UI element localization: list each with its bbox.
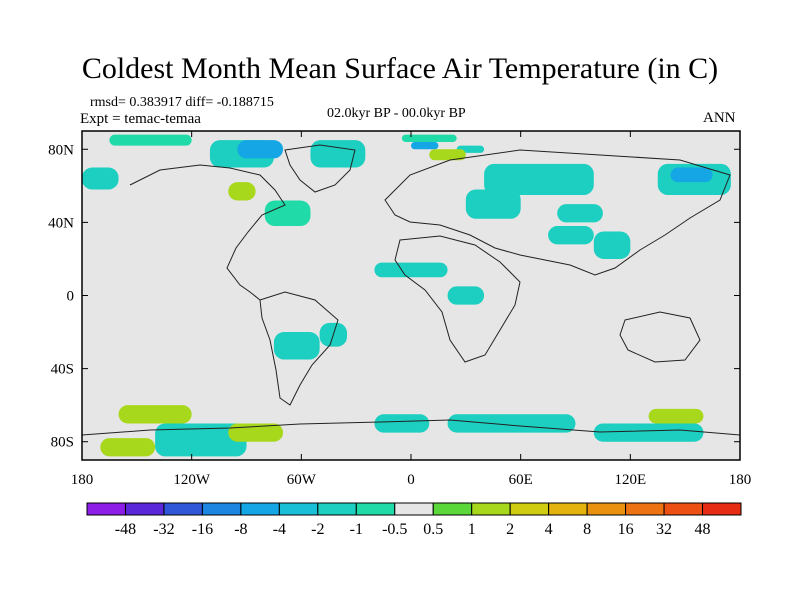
- colorbar-bin: [240, 502, 280, 516]
- colorbar-label: -2: [311, 521, 324, 538]
- anomaly-region-3: [237, 140, 284, 159]
- anomaly-region-15: [670, 167, 713, 183]
- anomaly-region-24: [155, 423, 247, 457]
- anomaly-region-6: [264, 200, 311, 227]
- anomaly-region-11: [484, 163, 594, 195]
- anomaly-region-20: [273, 332, 320, 360]
- anomaly-region-5: [228, 182, 256, 201]
- stats-line: rmsd= 0.383917 diff= -0.188715: [90, 95, 274, 110]
- anomaly-region-18: [374, 262, 448, 278]
- anomaly-region-13: [557, 204, 603, 223]
- coastline-australia: [619, 311, 701, 363]
- anomaly-region-21: [447, 286, 485, 305]
- colorbar-bin: [663, 502, 704, 516]
- colorbar-bin: [201, 502, 242, 516]
- anomaly-region-22: [118, 405, 192, 424]
- chart-title: Coldest Month Mean Surface Air Temperatu…: [81, 52, 719, 85]
- colorbar-label: 4: [545, 521, 553, 538]
- colorbar-label: 1: [468, 521, 476, 538]
- anomaly-region-1: [109, 134, 192, 146]
- colorbar-bin: [278, 502, 319, 516]
- colorbar-label: -4: [273, 521, 286, 538]
- anomaly-region-25: [228, 423, 284, 442]
- colorbar-bin: [394, 502, 434, 516]
- x-tick-label: 60W: [287, 472, 317, 488]
- colorbar-bin: [124, 502, 165, 516]
- colorbar-label: 2: [506, 521, 514, 538]
- anomaly-region-23: [100, 438, 156, 457]
- anomaly-region-27: [447, 414, 576, 433]
- x-tick-label: 180: [729, 472, 752, 488]
- map-background: [82, 131, 740, 460]
- coastline-antarctica: [82, 419, 740, 436]
- anomaly-region-12: [465, 189, 521, 219]
- colorbar-bin: [355, 502, 396, 516]
- colorbar-bin: [86, 502, 126, 516]
- colorbar-label: 16: [618, 521, 634, 538]
- colorbar-label: -32: [153, 521, 174, 538]
- colorbar-bin: [317, 502, 357, 516]
- anomaly-region-10: [429, 149, 466, 161]
- anomaly-region-8: [411, 141, 439, 150]
- y-tick-label: 80N: [48, 142, 74, 158]
- colorbar-label: -16: [192, 521, 213, 538]
- coastlines: [82, 144, 740, 436]
- experiment-line: Expt = temac-temaa: [80, 111, 201, 127]
- colorbar-label: 8: [583, 521, 591, 538]
- anomaly-layer: [82, 134, 731, 457]
- season-label: ANN: [703, 110, 736, 126]
- colorbar-label: -8: [234, 521, 247, 538]
- colorbar-label: -0.5: [382, 521, 407, 538]
- colorbar-label: -48: [115, 521, 136, 538]
- anomaly-region-7: [401, 134, 457, 142]
- x-tick-label: 120W: [173, 472, 211, 488]
- anomaly-region-16: [593, 231, 631, 259]
- colorbar-label: 32: [656, 521, 672, 538]
- y-tick-label: 80S: [51, 435, 74, 451]
- colorbar-bin: [586, 502, 627, 516]
- colorbar-bin: [432, 502, 473, 516]
- anomaly-region-26: [374, 414, 430, 433]
- x-tick-label: 60E: [509, 472, 533, 488]
- y-tick-label: 0: [67, 289, 75, 305]
- colorbar-label: 0.5: [423, 521, 443, 538]
- coastline-eurasia: [384, 149, 731, 276]
- x-tick-label: 180: [71, 472, 94, 488]
- y-tick-label: 40N: [48, 215, 74, 231]
- anomaly-region-17: [548, 226, 594, 245]
- coastline-south-america: [259, 291, 339, 406]
- colorbar: -48 -32 -16 -8 -4 -2 -1 -0.5 0.5 1 2 4 8 16 32 48: [86, 502, 742, 538]
- anomaly-region-28: [593, 423, 704, 442]
- y-axis: 80N 40N 0 40S 80S: [48, 142, 740, 451]
- colorbar-label: 48: [695, 521, 711, 538]
- period-label: 02.0kyr BP - 00.0kyr BP: [327, 106, 466, 121]
- anomaly-region-29: [648, 408, 704, 424]
- colorbar-bin: [548, 502, 588, 516]
- coastline-africa: [394, 235, 521, 363]
- coastline-greenland: [284, 144, 356, 193]
- x-tick-label: 120E: [614, 472, 646, 488]
- y-tick-label: 40S: [51, 362, 74, 378]
- x-axis: 180 120W 60W 0 60E 120E 180: [71, 131, 752, 488]
- anomaly-region-4: [310, 140, 366, 168]
- x-tick-label: 0: [407, 472, 415, 488]
- coastline-north-america: [129, 164, 286, 301]
- anomaly-region-0: [82, 167, 119, 190]
- colorbar-bin: [625, 502, 665, 516]
- colorbar-bin: [163, 502, 203, 516]
- colorbar-bin: [471, 502, 511, 516]
- colorbar-bin: [702, 502, 742, 516]
- colorbar-bin: [509, 502, 550, 516]
- colorbar-label: -1: [350, 521, 363, 538]
